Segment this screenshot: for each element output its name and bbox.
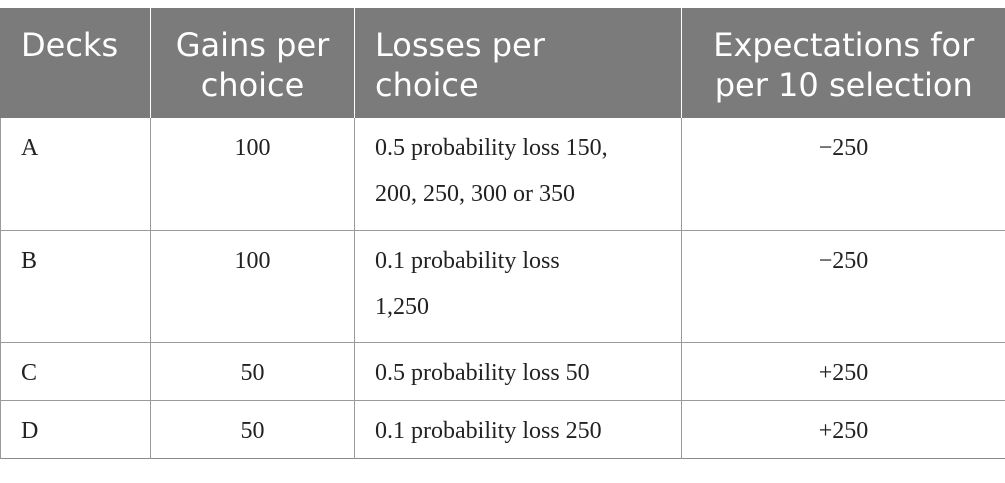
gain-cell: 100 (150, 230, 355, 342)
deck-cell: C (0, 342, 151, 400)
expectation-cell: +250 (681, 342, 1005, 400)
gain-cell: 50 (150, 400, 355, 458)
loss-cell: 0.5 probability loss 150, 200, 250, 300 … (354, 118, 682, 230)
table-row: C 50 0.5 probability loss 50 +250 (0, 342, 1005, 400)
header-expectations: Expectations for per 10 selection (681, 8, 1005, 118)
table-row: D 50 0.1 probability loss 250 +250 (0, 400, 1005, 458)
expectation-cell: +250 (681, 400, 1005, 458)
header-decks: Decks (0, 8, 151, 118)
expectation-cell: −250 (681, 230, 1005, 342)
header-row: Decks Gains per choice Losses per choice… (0, 8, 1005, 118)
decks-table: Decks Gains per choice Losses per choice… (0, 8, 1005, 459)
expectation-cell: −250 (681, 118, 1005, 230)
table-row: B 100 0.1 probability loss 1,250 −250 (0, 230, 1005, 342)
loss-cell: 0.1 probability loss 250 (354, 400, 682, 458)
table-row: A 100 0.5 probability loss 150, 200, 250… (0, 118, 1005, 230)
loss-cell: 0.5 probability loss 50 (354, 342, 682, 400)
deck-cell: B (0, 230, 151, 342)
deck-cell: A (0, 118, 151, 230)
header-losses-per-choice: Losses per choice (354, 8, 682, 118)
gain-cell: 50 (150, 342, 355, 400)
table-header: Decks Gains per choice Losses per choice… (0, 8, 1005, 118)
gain-cell: 100 (150, 118, 355, 230)
table-body: A 100 0.5 probability loss 150, 200, 250… (0, 118, 1005, 458)
loss-cell: 0.1 probability loss 1,250 (354, 230, 682, 342)
deck-cell: D (0, 400, 151, 458)
header-gains-per-choice: Gains per choice (150, 8, 355, 118)
